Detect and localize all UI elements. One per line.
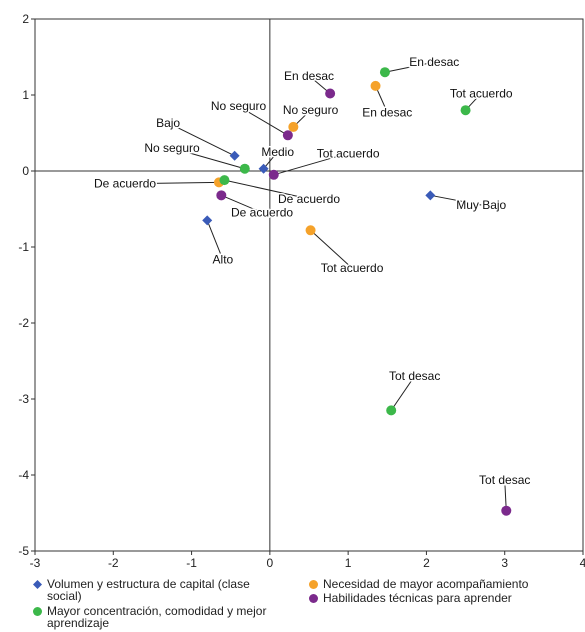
- leader-line: [224, 179, 310, 200]
- point-label: Tot acuerdo: [450, 86, 513, 100]
- leader-line: [273, 152, 349, 176]
- point-label: Muy Bajo: [456, 198, 506, 212]
- zero-axes: [35, 19, 583, 551]
- point-label: De acuerdo: [278, 192, 340, 206]
- x-tick-label: -1: [186, 556, 197, 570]
- point-label: Tot acuerdo: [321, 261, 384, 275]
- data-point-diamond: [425, 190, 436, 201]
- y-tick-label: 2: [22, 12, 29, 26]
- data-point-diamond: [258, 163, 269, 174]
- leader-line: [310, 229, 353, 269]
- legend-label: Volumen y estructura de capital (clase s…: [47, 577, 250, 603]
- point-label: No seguro: [144, 141, 200, 155]
- legend: Volumen y estructura de capital (clase s…: [0, 572, 585, 632]
- point-label: No seguro: [283, 103, 339, 117]
- leader-line: [238, 105, 289, 136]
- leader-line: [504, 480, 507, 511]
- point-label: Tot desac: [389, 369, 440, 383]
- data-point-circle: [379, 67, 390, 78]
- point-label: Alto: [213, 253, 234, 267]
- point-label: En desac: [409, 55, 459, 69]
- point-label: No seguro: [211, 99, 267, 113]
- leader-line: [167, 122, 235, 157]
- legend-label: Mayor concentración, comodidad y mejor a…: [47, 604, 267, 630]
- legend-circle-icon: [308, 592, 318, 604]
- leader-line: [430, 194, 482, 206]
- data-point-circle: [282, 130, 293, 141]
- x-tick-label: 1: [345, 556, 352, 570]
- legend-circle-icon: [308, 578, 318, 590]
- axis-ticks: -3 -2 -1 0 1 2 3 4 2 1 0 -1 -2 -3 -4 -5: [18, 12, 585, 570]
- point-label: Tot desac: [479, 473, 530, 487]
- leader-line: [125, 181, 219, 185]
- leader-line: [390, 375, 416, 411]
- data-point-circle: [370, 80, 381, 91]
- data-point-circle: [325, 88, 336, 99]
- data-point-circle: [460, 105, 471, 116]
- scatter-chart: -3 -2 -1 0 1 2 3 4 2 1 0 -1 -2 -3 -4 -5 Bajo Medio Muy Ba…: [18, 12, 585, 570]
- point-label: Bajo: [156, 116, 180, 130]
- legend-diamond-icon: [32, 578, 42, 590]
- data-point-circle: [216, 190, 227, 201]
- point-label: De acuerdo: [231, 206, 293, 220]
- legend-item-habilidades: Habilidades técnicas para aprender: [308, 592, 585, 604]
- point-label: Tot acuerdo: [317, 146, 380, 160]
- leader-line: [221, 194, 263, 214]
- y-tick-label: -3: [18, 392, 29, 406]
- data-point-circle: [268, 169, 279, 180]
- legend-item-acompanamiento: Necesidad de mayor acompañamiento: [308, 578, 585, 590]
- leader-line: [206, 220, 224, 260]
- legend-label: Necesidad de mayor acompañamiento: [323, 577, 529, 591]
- data-points: [202, 67, 512, 516]
- data-point-circle: [305, 225, 316, 236]
- y-tick-label: 0: [22, 164, 29, 178]
- point-label: En desac: [284, 69, 334, 83]
- x-tick-label: 0: [267, 556, 274, 570]
- leader-line: [263, 151, 279, 170]
- point-label: En desac: [362, 105, 412, 119]
- x-tick-label: 4: [580, 556, 585, 570]
- legend-circle-icon: [32, 605, 42, 617]
- x-tick-label: -2: [108, 556, 119, 570]
- y-tick-label: -2: [18, 316, 29, 330]
- leader-line: [384, 61, 435, 73]
- data-point-circle: [386, 405, 397, 416]
- leader-line: [171, 147, 245, 170]
- data-point-circle: [288, 121, 299, 132]
- data-point-circle: [219, 175, 230, 186]
- data-point-circle: [501, 505, 512, 516]
- point-label: De acuerdo: [94, 177, 156, 191]
- data-point-circle: [239, 163, 250, 174]
- legend-item-capital: Volumen y estructura de capital (clase s…: [32, 578, 287, 602]
- x-tick-label: 3: [501, 556, 508, 570]
- data-point-diamond: [229, 150, 240, 161]
- point-labels: Bajo Medio Muy Bajo Alto En desac No seguro De…: [93, 54, 532, 489]
- y-tick-label: -4: [18, 468, 29, 482]
- y-tick-label: 1: [22, 88, 29, 102]
- y-tick-label: -1: [18, 240, 29, 254]
- y-tick-label: -5: [18, 544, 29, 558]
- plot-area: [34, 18, 584, 552]
- point-label: Medio: [261, 145, 294, 159]
- x-tick-label: -3: [30, 556, 41, 570]
- legend-item-concentracion: Mayor concentración, comodidad y mejor a…: [32, 605, 287, 629]
- data-point-diamond: [202, 215, 213, 226]
- x-tick-label: 2: [423, 556, 430, 570]
- legend-label: Habilidades técnicas para aprender: [323, 591, 512, 605]
